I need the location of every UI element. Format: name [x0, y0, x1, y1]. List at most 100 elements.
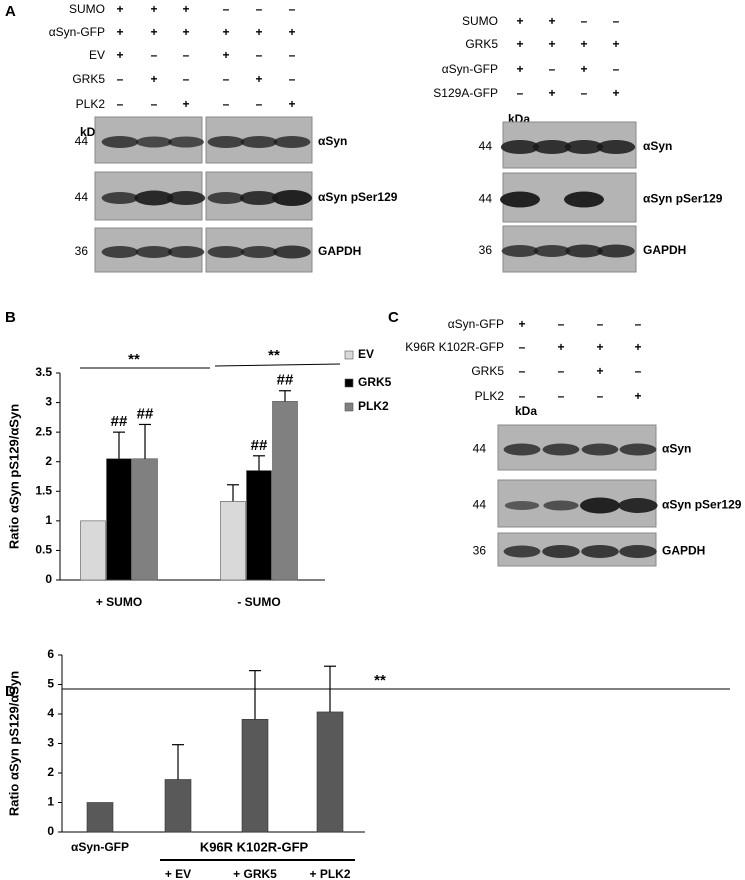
- bar: [86, 802, 114, 833]
- condition-sign: +: [548, 37, 555, 51]
- y-tick-label: 3: [47, 736, 54, 750]
- blot-band: [501, 245, 539, 257]
- blot-band: [167, 246, 205, 258]
- kda-label: kDa: [515, 404, 537, 418]
- molecular-weight: 36: [75, 244, 89, 258]
- condition-label: EV: [89, 48, 105, 62]
- y-tick-label: 4: [47, 706, 54, 720]
- condition-sign: –: [289, 48, 296, 62]
- x-tick-label: + GRK5: [233, 867, 277, 880]
- condition-sign: +: [548, 86, 555, 100]
- bar: [316, 711, 344, 833]
- condition-sign: –: [289, 2, 296, 16]
- blot-band: [564, 191, 604, 208]
- blot-name: αSyn: [662, 442, 691, 456]
- y-tick-label: 5: [47, 677, 54, 691]
- condition-label: GRK5: [465, 37, 498, 51]
- significance: ##: [251, 437, 268, 454]
- panel-label: D: [5, 683, 16, 700]
- condition-sign: +: [150, 72, 157, 86]
- condition-sign: –: [223, 72, 230, 86]
- blot-band: [240, 136, 278, 148]
- y-tick-label: 1.5: [35, 483, 52, 497]
- condition-sign: –: [613, 14, 620, 28]
- condition-sign: +: [580, 37, 587, 51]
- condition-label: SUMO: [69, 2, 105, 16]
- condition-label: GRK5: [72, 72, 105, 86]
- condition-label: αSyn-GFP: [49, 25, 105, 39]
- blot-band: [101, 192, 139, 204]
- condition-sign: –: [151, 97, 158, 111]
- molecular-weight: 36: [479, 243, 493, 257]
- condition-label: GRK5: [471, 364, 504, 378]
- condition-sign: +: [222, 25, 229, 39]
- blot-band: [533, 245, 571, 257]
- blot-name: GAPDH: [662, 544, 705, 558]
- condition-sign: +: [516, 62, 523, 76]
- y-tick-label: 2: [47, 765, 54, 779]
- condition-sign: –: [519, 340, 526, 354]
- blot-band: [580, 497, 620, 514]
- molecular-weight: 44: [479, 192, 493, 206]
- blot-band: [542, 545, 580, 558]
- blot-band: [618, 498, 658, 513]
- significance-line: [214, 363, 341, 367]
- y-tick-label: 6: [47, 647, 54, 661]
- condition-sign: +: [116, 48, 123, 62]
- blot-band: [500, 140, 540, 154]
- blot-band: [500, 191, 540, 208]
- y-tick-label: 0.5: [35, 543, 52, 557]
- significance: ##: [111, 413, 128, 430]
- condition-sign: +: [612, 86, 619, 100]
- blot-band: [273, 136, 311, 148]
- legend-swatch: [344, 378, 354, 388]
- blot-band: [597, 244, 635, 258]
- bar: [132, 458, 158, 581]
- blot-band: [240, 246, 278, 258]
- group-significance: **: [128, 351, 140, 368]
- blot-band: [596, 140, 636, 154]
- x-tick-label: - SUMO: [237, 595, 280, 609]
- blot-band: [504, 501, 540, 510]
- condition-sign: –: [613, 62, 620, 76]
- condition-sign: +: [596, 340, 603, 354]
- significance: ##: [137, 405, 154, 422]
- condition-sign: +: [518, 317, 525, 331]
- blot-band: [619, 545, 657, 558]
- x-tick-label: αSyn-GFP: [71, 840, 129, 854]
- bar: [246, 470, 272, 581]
- blot-band: [168, 136, 204, 148]
- condition-sign: –: [223, 2, 230, 16]
- condition-sign: –: [549, 62, 556, 76]
- condition-sign: –: [289, 72, 296, 86]
- condition-sign: +: [634, 389, 641, 403]
- blot-band: [207, 246, 245, 258]
- y-tick-label: 2.5: [35, 424, 52, 438]
- legend-label: PLK2: [358, 399, 389, 413]
- blot-name: αSyn pSer129: [643, 192, 723, 206]
- y-tick-label: 3: [45, 395, 52, 409]
- condition-sign: +: [557, 340, 564, 354]
- condition-sign: +: [255, 25, 262, 39]
- x-tick-label: + SUMO: [96, 595, 142, 609]
- blot-band: [207, 192, 245, 204]
- condition-sign: –: [223, 97, 230, 111]
- blot-band: [273, 245, 311, 259]
- blot-band: [239, 191, 279, 205]
- blot-band: [581, 443, 619, 456]
- blot-name: αSyn pSer129: [318, 190, 398, 204]
- condition-sign: +: [580, 62, 587, 76]
- molecular-weight: 44: [75, 134, 89, 148]
- condition-sign: +: [634, 340, 641, 354]
- condition-sign: +: [288, 97, 295, 111]
- condition-sign: –: [558, 364, 565, 378]
- condition-sign: –: [183, 72, 190, 86]
- blot-band: [136, 136, 172, 148]
- condition-sign: –: [117, 72, 124, 86]
- legend-label: EV: [358, 347, 374, 361]
- blot-name: αSyn: [318, 134, 347, 148]
- blot-band: [207, 136, 245, 148]
- blot-band: [581, 545, 619, 558]
- y-axis-label: Ratio αSyn pS129/αSyn: [6, 404, 21, 549]
